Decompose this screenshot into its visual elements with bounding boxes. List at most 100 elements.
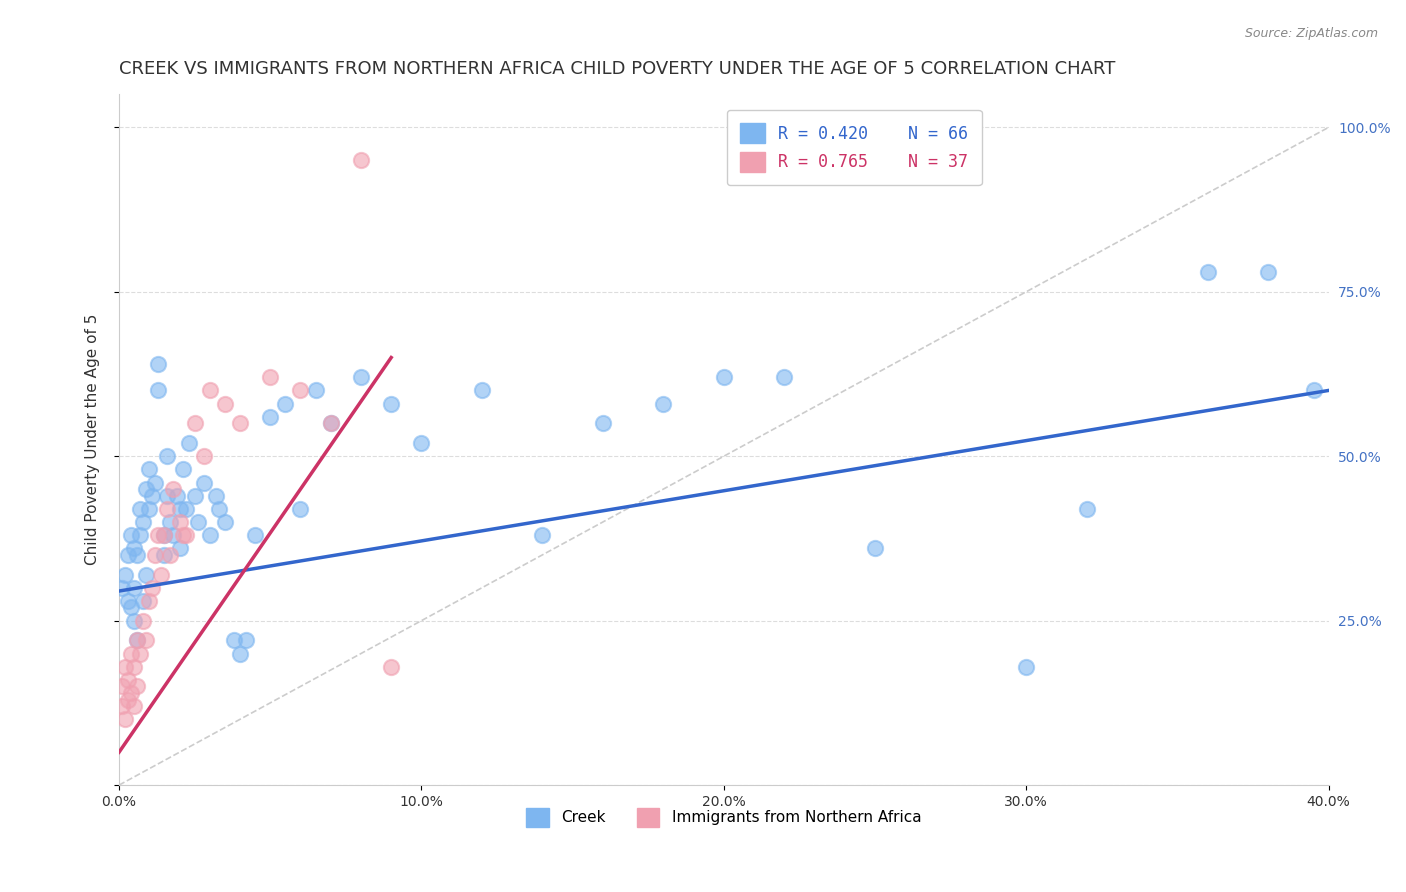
Point (150, 567, 173, 582)
Point (162, 482, 184, 496)
Point (169, 541, 191, 556)
Point (350, 153, 373, 168)
Point (120, 528, 142, 542)
Point (773, 370, 796, 384)
Point (1197, 265, 1219, 279)
Point (863, 541, 886, 556)
Point (127, 548, 149, 562)
Point (350, 370, 373, 384)
Point (592, 417, 614, 431)
Point (159, 515, 181, 529)
Point (114, 567, 136, 582)
Point (204, 489, 226, 503)
Point (122, 541, 145, 556)
Point (290, 501, 312, 516)
Point (156, 449, 179, 463)
Point (172, 462, 194, 476)
Point (122, 699, 145, 714)
Point (122, 581, 145, 595)
Point (411, 436, 433, 450)
Point (148, 384, 170, 398)
Point (122, 614, 145, 628)
Point (138, 501, 160, 516)
Point (1076, 501, 1098, 516)
Point (229, 417, 252, 431)
Point (183, 489, 205, 503)
Point (132, 614, 155, 628)
Point (259, 409, 281, 424)
Point (198, 384, 221, 398)
Point (153, 548, 176, 562)
Point (174, 501, 197, 516)
Point (183, 417, 205, 431)
Point (138, 462, 160, 476)
Point (193, 449, 215, 463)
Point (652, 396, 675, 410)
Point (274, 396, 297, 410)
Point (1302, 384, 1324, 398)
Legend: Creek, Immigrants from Northern Africa: Creek, Immigrants from Northern Africa (520, 802, 928, 833)
Point (111, 680, 134, 694)
Point (319, 417, 342, 431)
Point (169, 515, 191, 529)
Point (143, 548, 166, 562)
Point (243, 528, 266, 542)
Point (132, 515, 155, 529)
Point (471, 384, 494, 398)
Y-axis label: Child Poverty Under the Age of 5: Child Poverty Under the Age of 5 (86, 314, 100, 566)
Point (222, 633, 245, 648)
Point (117, 594, 139, 608)
Point (111, 581, 134, 595)
Point (129, 647, 152, 661)
Point (148, 357, 170, 371)
Text: Source: ZipAtlas.com: Source: ZipAtlas.com (1244, 27, 1378, 40)
Point (135, 567, 157, 582)
Point (172, 528, 194, 542)
Point (120, 686, 142, 700)
Point (159, 548, 181, 562)
Point (169, 501, 191, 516)
Point (120, 600, 142, 615)
Point (235, 633, 257, 648)
Point (114, 659, 136, 673)
Point (129, 501, 152, 516)
Point (127, 633, 149, 648)
Point (138, 594, 160, 608)
Point (117, 692, 139, 706)
Point (114, 712, 136, 726)
Point (141, 489, 163, 503)
Point (162, 528, 184, 542)
Point (208, 501, 231, 516)
Point (156, 501, 179, 516)
Point (193, 475, 215, 490)
Point (117, 673, 139, 687)
Point (174, 528, 197, 542)
Point (135, 633, 157, 648)
Text: CREEK VS IMMIGRANTS FROM NORTHERN AFRICA CHILD POVERTY UNDER THE AGE OF 5 CORREL: CREEK VS IMMIGRANTS FROM NORTHERN AFRICA… (120, 60, 1115, 78)
Point (135, 482, 157, 496)
Point (304, 384, 326, 398)
Point (127, 633, 149, 648)
Point (129, 528, 152, 542)
Point (531, 528, 554, 542)
Point (1257, 265, 1279, 279)
Point (122, 659, 145, 673)
Point (214, 396, 236, 410)
Point (153, 528, 176, 542)
Point (127, 680, 149, 694)
Point (156, 489, 179, 503)
Point (713, 370, 735, 384)
Point (290, 384, 312, 398)
Point (380, 396, 402, 410)
Point (259, 370, 281, 384)
Point (166, 489, 188, 503)
Point (111, 699, 134, 714)
Point (153, 528, 176, 542)
Point (214, 515, 236, 529)
Point (148, 528, 170, 542)
Point (198, 528, 221, 542)
Point (1015, 659, 1038, 673)
Point (319, 417, 342, 431)
Point (132, 594, 155, 608)
Point (229, 647, 252, 661)
